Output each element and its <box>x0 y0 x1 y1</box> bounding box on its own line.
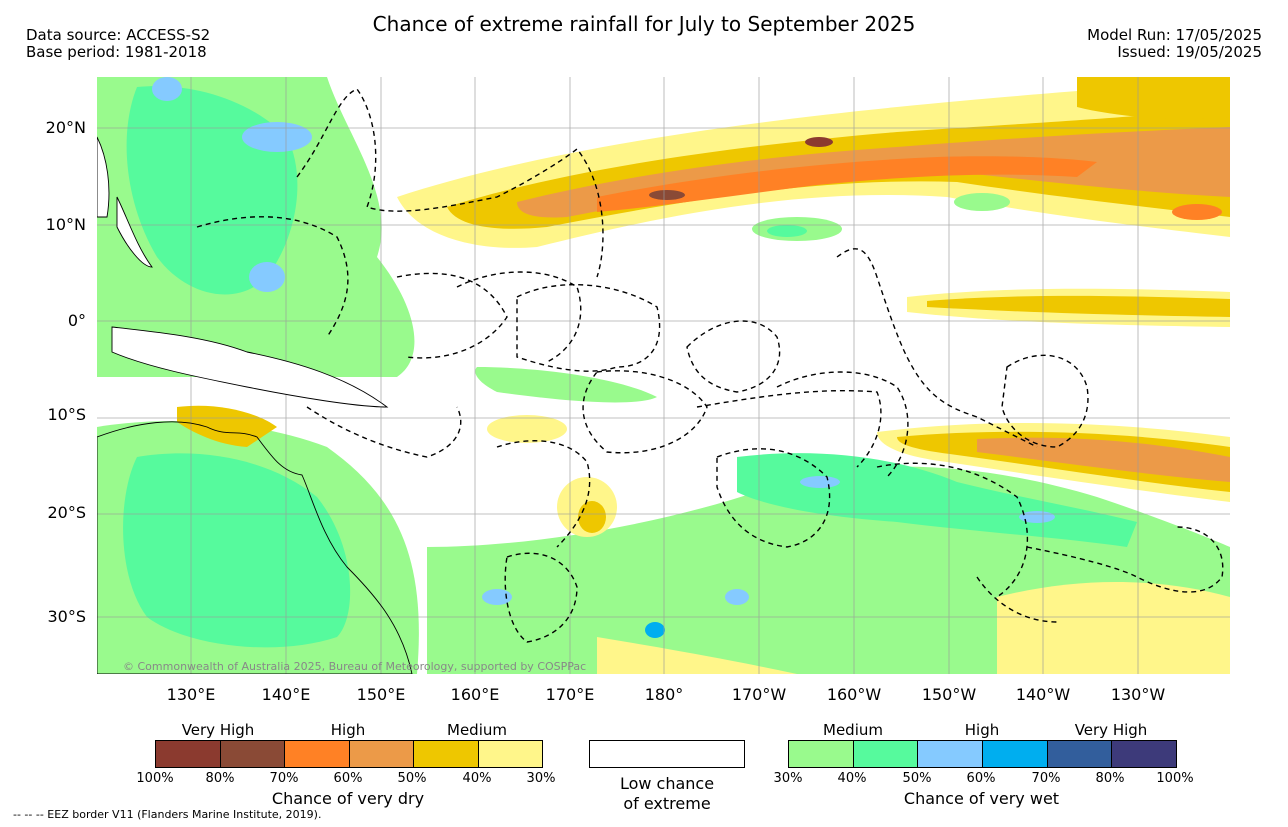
lon-label-140e: 140°E <box>261 685 311 704</box>
wet-swatch-2 <box>853 741 919 767</box>
lon-label-170e: 170°E <box>545 685 595 704</box>
lat-label-30s: 30°S <box>47 607 86 626</box>
lat-label-20s: 20°S <box>47 503 86 522</box>
lon-label-160w: 160°W <box>826 685 882 704</box>
lat-label-0: 0° <box>67 311 86 330</box>
dry-swatch-4 <box>349 741 414 767</box>
dry-pct-0: 100% <box>136 771 174 786</box>
eez-footnote: -- -- -- EEZ border V11 (Flanders Marine… <box>13 808 322 821</box>
issued-date: Issued: 19/05/2025 <box>1117 43 1262 61</box>
lat-label-10s: 10°S <box>47 405 86 424</box>
wet-pct-0: 30% <box>773 771 803 786</box>
wet-cat-very-high: Very High <box>1074 721 1148 739</box>
dry-pct-5: 40% <box>462 771 492 786</box>
dry-pct-3: 60% <box>333 771 363 786</box>
lon-label-150e: 150°E <box>356 685 406 704</box>
wet-legend-title: Chance of very wet <box>903 789 1060 808</box>
north-dry-band <box>397 77 1230 248</box>
central-wet-patches <box>475 193 1010 537</box>
map-title: Chance of extreme rainfall for July to S… <box>372 12 916 36</box>
lat-label-20n: 20°N <box>45 118 86 137</box>
wet-pct-1: 40% <box>837 771 867 786</box>
wet-swatch-1 <box>789 741 854 767</box>
model-run-block: Model Run: 17/05/2025 Issued: 19/05/2025 <box>1087 27 1262 61</box>
wet-pct-5: 80% <box>1095 771 1125 786</box>
model-run: Model Run: 17/05/2025 <box>1087 26 1262 44</box>
lon-label-150w: 150°W <box>921 685 977 704</box>
lon-label-180: 180° <box>644 685 684 704</box>
wet-pct-4: 70% <box>1031 771 1061 786</box>
wet-pct-6: 100% <box>1156 771 1194 786</box>
west-wet-region <box>97 77 415 377</box>
wet-cat-high: High <box>964 721 1000 739</box>
wet-pct-3: 60% <box>966 771 996 786</box>
dry-swatch-6 <box>478 741 542 767</box>
wet-color-bar <box>788 740 1177 768</box>
dry-pct-4: 50% <box>397 771 427 786</box>
dry-cat-medium: Medium <box>447 721 507 739</box>
dry-pct-2: 70% <box>269 771 299 786</box>
lat-lon-grid <box>97 77 1230 674</box>
equatorial-dry-band <box>907 288 1230 327</box>
wet-swatch-4 <box>983 741 1048 767</box>
low-chance-line-2: of extreme <box>623 794 711 813</box>
lat-label-10n: 10°N <box>45 215 86 234</box>
dry-swatch-5 <box>414 741 479 767</box>
spcz-wet-region <box>427 453 1230 674</box>
low-chance-label: Low chance of extreme <box>589 774 745 814</box>
dry-legend-title: Chance of very dry <box>271 789 425 808</box>
lon-label-170w: 170°W <box>731 685 787 704</box>
coastlines <box>97 136 413 674</box>
dry-color-bar <box>155 740 543 768</box>
dry-swatch-3 <box>285 741 350 767</box>
eez-borders <box>196 88 1224 643</box>
lon-label-130w: 130°W <box>1110 685 1166 704</box>
australia-wet-region <box>97 405 419 674</box>
copyright-text: © Commonwealth of Australia 2025, Bureau… <box>123 660 586 673</box>
lon-label-130e: 130°E <box>166 685 216 704</box>
wet-swatch-3 <box>918 741 984 767</box>
data-source: Data source: ACCESS-S2 <box>26 26 211 44</box>
low-chance-swatch <box>589 740 745 768</box>
rainfall-map: © Commonwealth of Australia 2025, Bureau… <box>97 77 1230 674</box>
wet-swatch-5 <box>1047 741 1113 767</box>
dry-pct-6: 30% <box>526 771 556 786</box>
dry-cat-high: High <box>330 721 366 739</box>
south-dry-band <box>877 422 1230 502</box>
lon-label-160e: 160°E <box>450 685 500 704</box>
dry-swatch-1 <box>156 741 221 767</box>
low-chance-line-1: Low chance <box>619 774 715 793</box>
dry-cat-very-high: Very High <box>181 721 255 739</box>
data-source-block: Data source: ACCESS-S2 Base period: 1981… <box>26 27 210 61</box>
wet-cat-medium: Medium <box>823 721 883 739</box>
dry-swatch-2 <box>220 741 285 767</box>
lon-label-140w: 140°W <box>1015 685 1071 704</box>
base-period: Base period: 1981-2018 <box>26 43 207 61</box>
wet-swatch-6 <box>1112 741 1177 767</box>
dry-pct-1: 80% <box>205 771 235 786</box>
wet-pct-2: 50% <box>902 771 932 786</box>
